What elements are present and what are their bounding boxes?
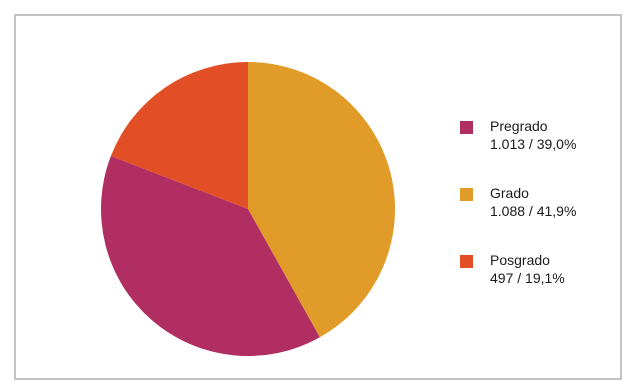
pie-slice-grado [248, 62, 395, 338]
legend-value-pregrado: 1.013 / 39,0% [490, 136, 577, 152]
legend-label-posgrado: Posgrado [490, 252, 550, 268]
pie-slice-pregrado [100, 156, 320, 356]
legend-swatch-grado [460, 188, 473, 201]
legend-value-grado: 1.088 / 41,9% [490, 203, 577, 219]
legend-swatch-pregrado [460, 121, 473, 134]
pie-slice-posgrado [110, 61, 248, 210]
legend: Pregrado 1.013 / 39,0% Grado 1.088 / 41,… [460, 117, 620, 318]
legend-item-pregrado: Pregrado 1.013 / 39,0% [460, 117, 620, 184]
legend-swatch-posgrado [460, 255, 473, 268]
chart-frame: Pregrado 1.013 / 39,0% Grado 1.088 / 41,… [14, 14, 622, 380]
legend-label-pregrado: Pregrado [490, 118, 548, 134]
pie-chart [100, 61, 395, 356]
legend-item-posgrado: Posgrado 497 / 19,1% [460, 251, 620, 318]
pie-slices [100, 61, 395, 356]
legend-value-posgrado: 497 / 19,1% [490, 270, 565, 286]
legend-label-grado: Grado [490, 185, 529, 201]
legend-item-grado: Grado 1.088 / 41,9% [460, 184, 620, 251]
